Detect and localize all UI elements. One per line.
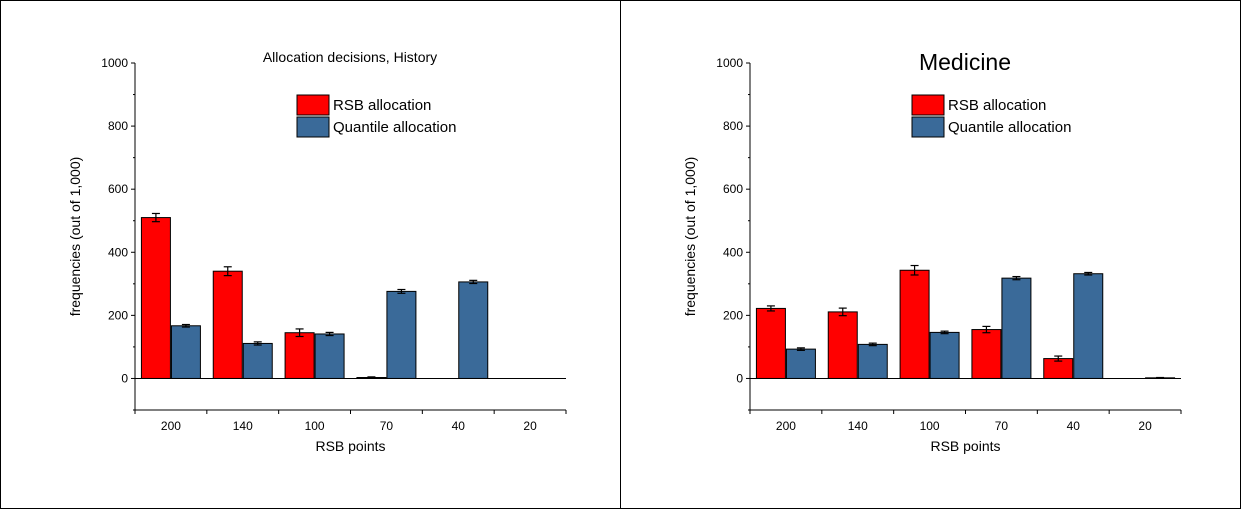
y-tick-label: 800 [108, 119, 128, 133]
bar-rsb-200 [140, 217, 171, 379]
y-axis-label: frequencies (out of 1,000) [682, 157, 698, 317]
y-tick-label: 400 [723, 245, 743, 259]
x-axis-label: RSB points [315, 438, 385, 454]
bar-quantile-100 [929, 331, 960, 379]
x-tick-label: 70 [995, 419, 1009, 433]
bar-quantile-100 [314, 333, 345, 379]
bar-rsb-100 [284, 332, 315, 379]
x-tick-label: 140 [848, 419, 868, 433]
bar-quantile-200 [170, 325, 201, 379]
legend-label: RSB allocation [333, 97, 431, 114]
legend-label: Quantile allocation [333, 119, 456, 136]
x-tick-label: 20 [523, 419, 537, 433]
y-tick-label: 0 [736, 371, 743, 385]
bar-rsb-140 [212, 270, 243, 379]
x-tick-label: 20 [1138, 419, 1152, 433]
bar-quantile-140 [242, 342, 273, 379]
legend-swatch [296, 116, 330, 138]
y-tick-label: 1000 [101, 56, 128, 70]
bar-quantile-40 [458, 281, 489, 379]
bar-quantile-40 [1073, 273, 1104, 379]
x-tick-label: 40 [1067, 419, 1081, 433]
chart-panel-2: Medicine 0 200 400 600 800 1000 frequencies (ou… [682, 49, 1182, 454]
bar-rsb-200 [755, 307, 786, 379]
legend-label: Quantile allocation [948, 119, 1071, 136]
y-tick-label: 600 [723, 182, 743, 196]
chart-panel-1: Allocation decisions, History 0 200 400 600 8… [67, 49, 567, 454]
x-tick-label: 100 [305, 419, 325, 433]
x-tick-label: 40 [452, 419, 466, 433]
x-tick-label: 100 [920, 419, 940, 433]
legend-label: RSB allocation [948, 97, 1046, 114]
bar-rsb-70 [971, 329, 1002, 379]
y-tick-label: 0 [121, 371, 128, 385]
y-tick-label: 200 [723, 308, 743, 322]
bar-quantile-70 [386, 290, 417, 379]
y-tick-label: 600 [108, 182, 128, 196]
x-tick-label: 140 [233, 419, 253, 433]
x-tick-label: 200 [161, 419, 181, 433]
chart-title: Medicine [919, 49, 1011, 75]
bar-rsb-100 [899, 269, 930, 379]
bar-quantile-70 [1001, 277, 1032, 379]
legend-swatch [911, 94, 945, 116]
legend: RSB allocation Quantile allocation [911, 94, 1071, 138]
y-tick-label: 800 [723, 119, 743, 133]
y-tick-label: 1000 [716, 56, 743, 70]
panel-frame-right [620, 0, 1241, 509]
legend: RSB allocation Quantile allocation [296, 94, 456, 138]
panel-frame-left [0, 0, 621, 509]
x-tick-label: 70 [380, 419, 394, 433]
bar-rsb-140 [827, 311, 858, 379]
bar-quantile-140 [857, 343, 888, 379]
y-tick-label: 400 [108, 245, 128, 259]
x-axis-label: RSB points [930, 438, 1000, 454]
bar-quantile-200 [785, 348, 816, 379]
x-tick-label: 200 [776, 419, 796, 433]
y-axis-label: frequencies (out of 1,000) [67, 157, 83, 317]
chart-title: Allocation decisions, History [263, 49, 437, 65]
legend-swatch [296, 94, 330, 116]
legend-swatch [911, 116, 945, 138]
y-tick-label: 200 [108, 308, 128, 322]
